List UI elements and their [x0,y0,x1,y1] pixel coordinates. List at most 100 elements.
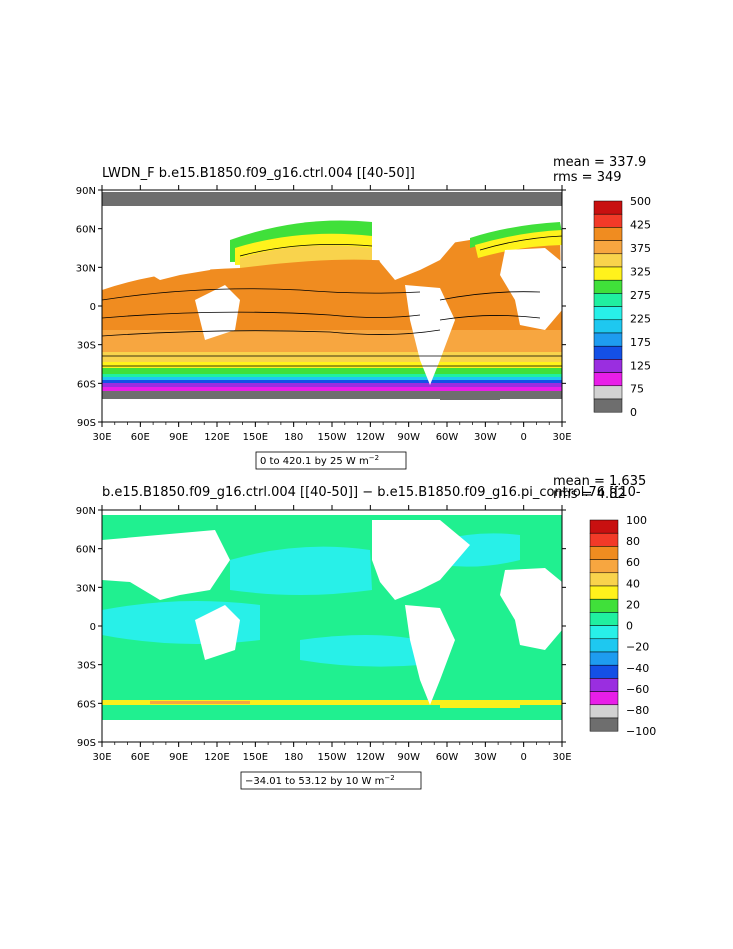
colorbar-cell [593,266,623,281]
lon-label: 150W [318,432,347,443]
lon-label: 30E [552,752,571,763]
colorbar-top: 500 425 375 325 275 225 175 125 75 0 [593,195,651,419]
colorbar-label: −60 [626,683,649,696]
rms-stat: rms = 349 [553,170,622,185]
colorbar-label: 500 [630,195,651,208]
lon-label: 120E [204,432,229,443]
lon-label: 120W [356,432,385,443]
lon-label: 180 [284,432,303,443]
colorbar-cell [593,227,623,241]
range-box [240,771,422,790]
colorbar-cell [593,372,623,387]
lat-label: 30S [77,341,96,352]
colorbar-cell [589,572,619,587]
colorbar-cell [589,704,619,719]
colorbar-label: −100 [626,725,656,738]
colorbar-label: 325 [630,265,651,278]
colorbar-label: 0 [630,406,637,419]
colorbar-cell [589,625,619,640]
axis-ticks-bottom: 90N 60N 30N 0 30S 60S 90S 30E 60E 90E 120E 150E 180 1… [76,505,572,763]
lon-label: 30W [474,752,497,763]
colorbar-cell [589,651,619,666]
colorbar-label: 80 [626,535,640,548]
map-field-top [102,190,562,422]
colorbar-cell [589,678,619,692]
colorbar-bottom: 100 80 60 40 20 0 −20 −40 −60 −80 −100 [589,514,656,738]
colorbar-cell [593,213,623,228]
lon-label: 90E [169,752,188,763]
lon-label: 30W [474,432,497,443]
colorbar-cell [589,612,619,626]
colorbar-cell [593,319,623,334]
colorbar-cell [589,664,619,679]
colorbar-label: −80 [626,704,649,717]
rms-stat: rms = 4.82 [553,487,626,502]
colorbar-label: 375 [630,242,651,255]
lon-label: 90W [397,432,420,443]
colorbar-cell [593,306,623,321]
colorbar-cell [589,691,619,706]
lon-label: 60W [436,752,459,763]
colorbar-cell [593,200,623,215]
colorbar-label: 0 [626,620,633,633]
lon-label: 150E [243,432,268,443]
lon-label: 150E [243,752,268,763]
colorbar-cell [593,240,623,255]
lon-label: 60E [131,752,150,763]
lat-label: 0 [90,302,96,313]
colorbar-label: −20 [626,641,649,654]
range-label: −34.01 to 53.12 by 10 W m−2 [245,774,395,787]
colorbar-cell [589,717,619,732]
colorbar-label: 275 [630,289,651,302]
panel-title: b.e15.B1850.f09_g16.ctrl.004 [[40-50]] −… [102,485,641,500]
lon-label: 150W [318,752,347,763]
lat-label: 90N [76,506,96,517]
axis-ticks-top: 90N 60N 30N 0 30S 60S 90S 30E 60E 90E 120E 150E 180 1… [76,185,572,443]
colorbar-label: 225 [630,312,651,325]
lat-label: 30S [77,661,96,672]
colorbar-label: 20 [626,598,640,611]
colorbar-cell [589,546,619,560]
lat-label: 90S [77,738,96,749]
lon-label: 30E [92,752,111,763]
colorbar-label: 75 [630,383,644,396]
colorbar-cell [589,598,619,613]
colorbar-label: 40 [626,577,640,590]
colorbar-cell [589,519,619,534]
colorbar-cell [593,293,623,307]
colorbar-label: 125 [630,359,651,372]
colorbar-cell [593,332,623,347]
mean-stat: mean = 337.9 [553,155,646,170]
colorbar-cell [589,559,619,574]
lat-label: 60N [76,225,96,236]
lon-label: 120E [204,752,229,763]
colorbar-label: 60 [626,556,640,569]
lat-label: 90S [77,418,96,429]
panel-bottom: b.e15.B1850.f09_g16.ctrl.004 [[40-50]] −… [76,474,656,790]
colorbar-label: 175 [630,336,651,349]
lat-label: 60S [77,699,96,710]
colorbar-cell [589,532,619,547]
lon-label: 60E [131,432,150,443]
lat-label: 30N [76,583,96,594]
lon-label: 60W [436,432,459,443]
lon-label: 30E [552,432,571,443]
map-field-bottom [102,510,562,742]
colorbar-cell [593,359,623,373]
panel-top: LWDN_F b.e15.B1850.f09_g16.ctrl.004 [[40… [76,155,651,470]
panel-title: LWDN_F b.e15.B1850.f09_g16.ctrl.004 [[40… [102,166,415,181]
lon-label: 0 [520,432,526,443]
lat-label: 60N [76,545,96,556]
colorbar-cell [593,398,623,413]
lon-label: 0 [520,752,526,763]
lon-label: 180 [284,752,303,763]
lat-label: 0 [90,622,96,633]
colorbar-cell [593,279,623,294]
lat-label: 60S [77,379,96,390]
lat-label: 30N [76,263,96,274]
range-label: 0 to 420.1 by 25 W m−2 [260,454,379,467]
lat-label: 90N [76,186,96,197]
colorbar-cell [589,638,619,653]
